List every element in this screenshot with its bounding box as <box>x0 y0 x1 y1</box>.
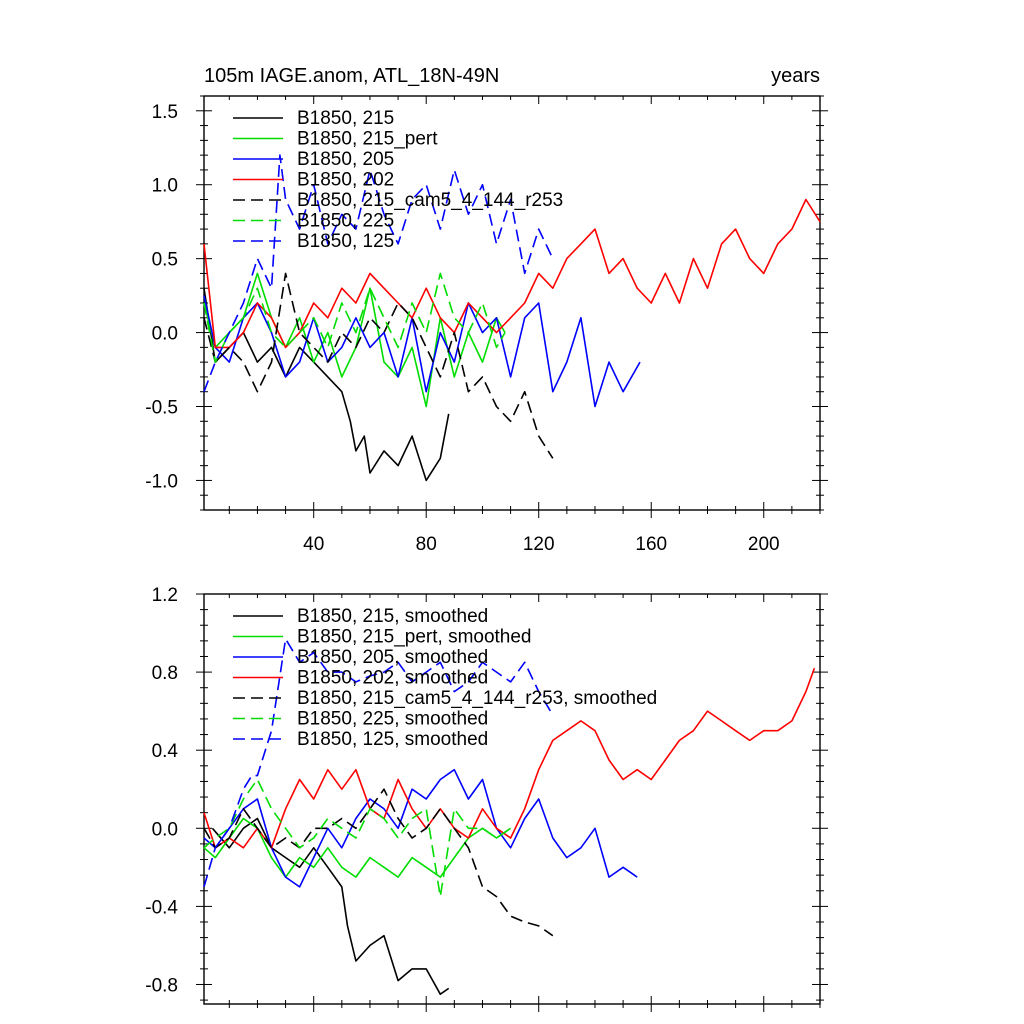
top-legend-label: B1850, 215_cam5_4_144_r253 <box>297 190 563 211</box>
bottom-series-line-5 <box>203 778 512 898</box>
top-legend-label: B1850, 125 <box>297 231 394 252</box>
top-xtick-label: 40 <box>303 534 324 555</box>
bottom-legend-label: B1850, 205, smoothed <box>297 647 488 668</box>
top-legend-label: B1850, 225 <box>297 211 394 232</box>
bottom-series-line-2 <box>203 768 638 888</box>
top-ytick-label: 0.5 <box>152 250 178 271</box>
bottom-series-line-4 <box>203 788 554 937</box>
top-legend-label: B1850, 215 <box>297 108 394 129</box>
bottom-series-line-1 <box>203 817 512 878</box>
bottom-legend-label: B1850, 202, smoothed <box>297 668 488 689</box>
bottom-series-lines <box>203 638 816 996</box>
bottom-axis-ticks: -0.8 -0.4 0.0 0.4 0.8 1.2 <box>145 585 828 1012</box>
bottom-panel-frame <box>203 593 821 1005</box>
bottom-legend-label: B1850, 215, smoothed <box>297 606 488 627</box>
top-ytick-label: 1.0 <box>152 176 178 197</box>
x-unit-label: years <box>771 65 820 87</box>
bottom-ytick-label: 0.4 <box>152 741 179 762</box>
top-xtick-label: 80 <box>416 534 437 555</box>
bottom-panel: -0.8 -0.4 0.0 0.4 0.8 1.2 B1850, 215, smoothe… <box>145 585 828 1012</box>
top-series-line-6 <box>203 154 554 392</box>
bottom-series-line-3 <box>203 667 816 849</box>
top-axis-ticks: 40 80 120 160 200 -1.0 -0.5 0.0 0.5 1.0 1.5 <box>145 95 828 555</box>
top-legend-label: B1850, 205 <box>297 149 394 170</box>
bottom-ytick-label: -0.4 <box>145 897 178 918</box>
bottom-legend-label: B1850, 225, smoothed <box>297 709 488 730</box>
top-panel: 40 80 120 160 200 -1.0 -0.5 0.0 0.5 1.0 1.5 B1850,… <box>145 95 828 555</box>
top-series-line-0 <box>203 288 450 482</box>
top-ytick-label: 0.0 <box>152 324 178 345</box>
top-ytick-label: -1.0 <box>145 471 178 492</box>
bottom-legend-label: B1850, 215_cam5_4_144_r253, smoothed <box>297 688 657 709</box>
top-xtick-label: 120 <box>523 534 555 555</box>
top-ytick-label: 1.5 <box>152 102 178 123</box>
top-series-line-2 <box>203 295 641 408</box>
top-series-lines <box>203 154 821 482</box>
top-xtick-label: 200 <box>748 534 780 555</box>
chart-title: 105m IAGE.anom, ATL_18N-49N <box>204 65 499 87</box>
bottom-ytick-label: 0.0 <box>152 819 178 840</box>
bottom-legend-label: B1850, 125, smoothed <box>297 729 488 750</box>
bottom-series-line-0 <box>211 817 450 996</box>
top-legend-label: B1850, 215_pert <box>297 129 438 150</box>
top-series-line-3 <box>203 198 821 349</box>
top-legend-label: B1850, 202 <box>297 170 394 191</box>
bottom-series-line-6 <box>203 638 554 888</box>
bottom-ytick-label: -0.8 <box>145 975 178 996</box>
top-xtick-label: 160 <box>635 534 667 555</box>
top-series-line-5 <box>203 272 506 363</box>
bottom-ytick-label: 1.2 <box>152 585 178 606</box>
top-series-line-4 <box>203 272 554 459</box>
bottom-legend-label: B1850, 215_pert, smoothed <box>297 627 532 648</box>
bottom-ytick-label: 0.8 <box>152 663 178 684</box>
top-ytick-label: -0.5 <box>145 398 178 419</box>
